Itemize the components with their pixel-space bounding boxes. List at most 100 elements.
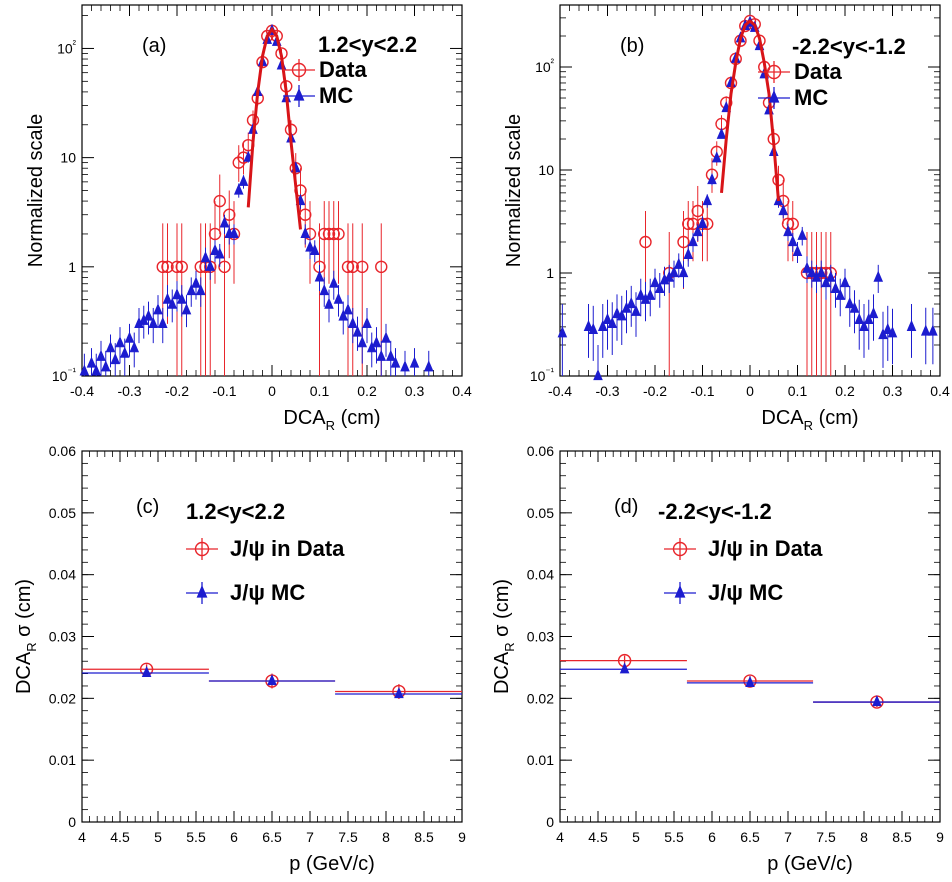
mc-point [583,319,594,331]
mc-point [129,341,140,353]
mc-point [115,336,125,348]
x-tick-label: 0.3 [405,383,425,399]
x-tick-label: 5.5 [664,829,684,845]
mc-point [343,303,353,315]
y-tick-label: 0.06 [527,443,554,459]
x-tick-label: 0.2 [835,383,855,399]
data-point [346,260,359,274]
mc-point [863,312,874,325]
y-axis-label: Normalized scale [503,114,525,267]
mc-point [214,247,225,259]
mc-point [745,675,755,687]
mc-point [792,244,803,257]
mc-point [105,341,116,353]
data-point [223,208,236,221]
legend-label: J/ψ MC [708,580,783,605]
mc-point [859,319,869,331]
mc-point [711,151,722,163]
mc-point [849,301,860,313]
mc-point [324,297,334,309]
y-tick-label: 0.02 [49,690,76,706]
series-mc [560,662,940,707]
fit-curve [720,18,780,202]
x-axis-label: p (GeV/c) [767,853,853,875]
data-point [318,227,331,241]
legend: J/ψ in Data J/ψ MC [664,536,823,605]
mc-point [400,360,410,372]
y-tick-label: 10⁻¹ [530,367,555,384]
data-point [341,260,355,274]
mc-point [607,316,618,329]
y-axis-label: Normalized scale [25,114,47,267]
legend-marker [768,90,780,103]
mc-point [887,326,898,338]
legend-label: Data [794,59,842,84]
data-point [356,260,369,274]
mc-point [124,331,135,343]
x-tick-label: 0.1 [788,383,808,399]
data-point [327,227,340,241]
y-tick-label: 0.06 [49,443,76,459]
mc-point [338,309,349,321]
mc-point [692,224,703,237]
mc-point [802,261,812,273]
chart-panel-2: 4 4.5 5 5.5 6 6.5 7 7.5 8 8.5 9 0 0.01 0.02 0.03 0.04 0.… [13,443,466,875]
data-point [194,260,207,274]
data-point [332,227,345,241]
panel-label: (c) [136,496,159,518]
legend-label: Data [319,57,367,82]
y-tick-label: 0.05 [49,505,76,521]
mc-point [778,203,789,216]
data-point [208,227,222,241]
legend-marker [291,62,307,78]
mc-point [669,265,679,278]
x-tick-label: -0.2 [643,383,667,399]
mc-point [181,303,192,315]
x-tick-label: 4.5 [588,829,608,845]
x-tick-label: 8.5 [892,829,912,845]
mc-point [872,694,882,707]
panel-label: (a) [142,35,166,57]
x-tick-label: 5.5 [186,829,206,845]
data-point [218,260,231,274]
x-tick-label: 4 [78,829,86,845]
data-point [213,194,226,208]
mc-point [110,352,121,365]
legend-label: J/ψ in Data [230,536,345,561]
x-tick-label: 6 [708,829,716,845]
rapidity-range-label: 1.2<y<2.2 [186,499,285,524]
mc-point [394,686,404,699]
data-point [322,227,336,241]
mc-point [362,316,372,328]
x-tick-label: 7.5 [816,829,836,845]
mc-point [409,356,420,368]
rapidity-range-label: -2.2<y<-1.2 [792,34,906,59]
mc-point [96,349,106,361]
x-tick-label: 9 [936,829,944,845]
mc-point [200,251,211,263]
panel-label: (d) [614,496,638,518]
x-tick-label: 0.2 [357,383,377,399]
x-tick-label: 0.4 [930,383,950,399]
x-tick-label: -0.1 [212,383,236,399]
series-mc [82,665,462,699]
mc-point [707,172,717,185]
mc-point [783,224,793,237]
x-tick-label: 0.3 [883,383,903,399]
mc-point [205,259,216,271]
x-tick-label: 9 [458,829,466,845]
mc-point [673,257,684,269]
mc-point [868,306,879,319]
mc-point [654,281,665,294]
mc-point [371,336,382,348]
mc-point [119,346,130,358]
legend-label: J/ψ in Data [708,536,823,561]
y-tick-label: 0.02 [527,690,554,706]
series-data [639,14,837,376]
y-tick-label: 10² [57,39,77,56]
legend-label: J/ψ MC [230,580,305,605]
x-tick-label: 0 [268,383,276,399]
mc-point [385,349,396,361]
